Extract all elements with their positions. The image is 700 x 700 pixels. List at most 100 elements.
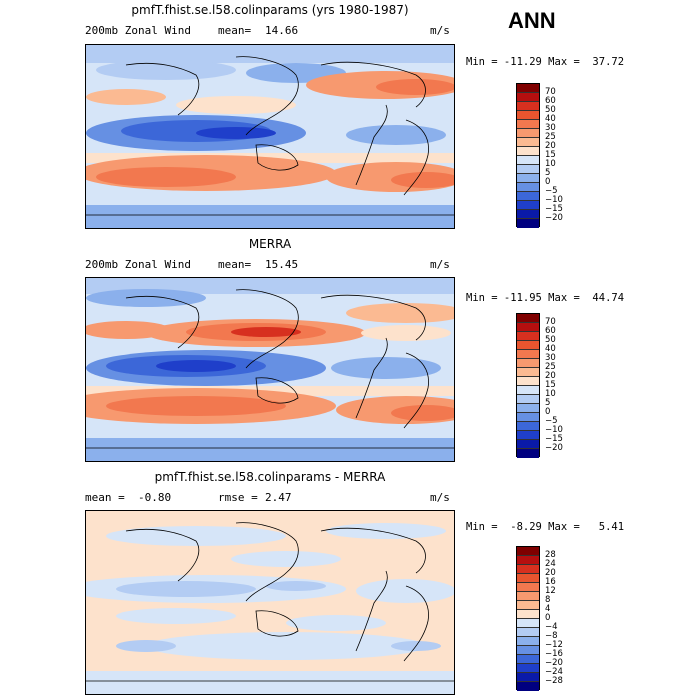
- colorbar-tick-label: 8: [545, 595, 551, 605]
- colorbar-swatch: [517, 637, 539, 646]
- colorbar-tick-label: 12: [545, 586, 556, 596]
- colorbar-tick-label: −28: [545, 676, 563, 686]
- colorbar-tick-label: −5: [545, 186, 558, 196]
- colorbar-swatch: [517, 138, 539, 147]
- colorbar-tick-label: 5: [545, 168, 551, 178]
- colorbar-swatch: [517, 174, 539, 183]
- panel-1-field-label: 200mb Zonal Wind: [85, 24, 191, 37]
- colorbar-swatch: [517, 84, 539, 93]
- colorbar-tick-label: 15: [545, 380, 556, 390]
- panel-2-minmax: Min = -11.95 Max = 44.74: [466, 292, 625, 304]
- colorbar-tick-label: −5: [545, 416, 558, 426]
- panel-3-map: [85, 510, 455, 695]
- colorbar-swatch: [517, 314, 539, 323]
- panel-3-minmax: Min = -8.29 Max = 5.41: [466, 521, 625, 533]
- panel-3-colorbar-labels: 28 24 20 16 12 8 4 0 −4 −8 −12 −16 −20 −24 −28: [545, 546, 585, 690]
- colorbar-swatch: [517, 156, 539, 165]
- panel-2-units: m/s: [430, 258, 450, 271]
- colorbar-swatch: [517, 332, 539, 341]
- colorbar-swatch: [517, 592, 539, 601]
- panel-1-mean-value: 14.66: [265, 24, 299, 37]
- colorbar-swatch: [517, 192, 539, 201]
- colorbar-tick-label: 70: [545, 317, 556, 327]
- panel-1-colorbar-labels: 70 60 50 40 30 25 20 15 10 5 0 −5 −10 −15 −20: [545, 83, 585, 227]
- panel-2-colorbar: [516, 313, 540, 458]
- colorbar-swatch: [517, 341, 539, 350]
- colorbar-swatch: [517, 404, 539, 413]
- panel-2-mean-label: mean=: [218, 258, 252, 271]
- panel-1-map: [85, 44, 455, 229]
- panel-3-contour-field: [86, 511, 454, 694]
- panel-3-rmse-value: 2.47: [265, 491, 292, 504]
- colorbar-swatch: [517, 556, 539, 565]
- colorbar-tick-label: −15: [545, 434, 563, 444]
- season-label: ANN: [508, 8, 556, 33]
- colorbar-tick-label: 25: [545, 132, 556, 142]
- panel-3-mean-label: mean = -0.80: [85, 491, 172, 504]
- colorbar-tick-label: 30: [545, 123, 556, 133]
- colorbar-tick-label: 50: [545, 105, 556, 115]
- colorbar-tick-label: −12: [545, 640, 563, 650]
- colorbar-tick-label: 30: [545, 353, 556, 363]
- panel-2-title: MERRA: [248, 237, 292, 251]
- colorbar-tick-label: 0: [545, 613, 551, 623]
- colorbar-swatch: [517, 395, 539, 404]
- panel-3-rmse-label: rmse =: [218, 491, 258, 504]
- colorbar-tick-label: 15: [545, 150, 556, 160]
- colorbar-tick-label: 20: [545, 568, 556, 578]
- panel-2-field-label: 200mb Zonal Wind: [85, 258, 191, 271]
- colorbar-swatch: [517, 147, 539, 156]
- colorbar-swatch: [517, 210, 539, 219]
- colorbar-tick-label: 60: [545, 326, 556, 336]
- colorbar-swatch: [517, 129, 539, 138]
- panel-1-title: pmfT.fhist.se.l58.colinparams (yrs 1980-…: [131, 3, 409, 17]
- panel-1-contour-field: [86, 45, 454, 228]
- colorbar-swatch: [517, 574, 539, 583]
- colorbar-swatch: [517, 610, 539, 619]
- colorbar-swatch: [517, 646, 539, 655]
- panel-1-colorbar: [516, 83, 540, 228]
- colorbar-swatch: [517, 323, 539, 332]
- panel-2-colorbar-labels: 70 60 50 40 30 25 20 15 10 5 0 −5 −10 −15 −20: [545, 313, 585, 457]
- panel-1-units: m/s: [430, 24, 450, 37]
- colorbar-swatch: [517, 583, 539, 592]
- panel-2-map: [85, 277, 455, 462]
- colorbar-tick-label: −10: [545, 195, 563, 205]
- colorbar-swatch: [517, 664, 539, 673]
- colorbar-swatch: [517, 111, 539, 120]
- panel-1-minmax: Min = -11.29 Max = 37.72: [466, 56, 625, 68]
- panel-3-title: pmfT.fhist.se.l58.colinparams - MERRA: [154, 470, 386, 484]
- panel-3-units: m/s: [430, 491, 450, 504]
- colorbar-tick-label: −20: [545, 443, 563, 453]
- colorbar-tick-label: 20: [545, 141, 556, 151]
- colorbar-tick-label: 28: [545, 550, 556, 560]
- colorbar-tick-label: 10: [545, 389, 556, 399]
- colorbar-tick-label: −20: [545, 213, 563, 223]
- panel-2-contour-field: [86, 278, 454, 461]
- colorbar-swatch: [517, 350, 539, 359]
- colorbar-swatch: [517, 547, 539, 556]
- colorbar-tick-label: −15: [545, 204, 563, 214]
- colorbar-tick-label: 40: [545, 344, 556, 354]
- colorbar-swatch: [517, 655, 539, 664]
- panel-1-mean-label: mean=: [218, 24, 252, 37]
- colorbar-tick-label: 60: [545, 96, 556, 106]
- colorbar-swatch: [517, 386, 539, 395]
- colorbar-swatch: [517, 413, 539, 422]
- colorbar-swatch: [517, 673, 539, 682]
- panel-3-colorbar: [516, 546, 540, 691]
- colorbar-tick-label: 16: [545, 577, 556, 587]
- colorbar-swatch: [517, 440, 539, 449]
- colorbar-tick-label: 0: [545, 177, 551, 187]
- colorbar-swatch: [517, 628, 539, 637]
- colorbar-swatch: [517, 219, 539, 228]
- colorbar-tick-label: 25: [545, 362, 556, 372]
- colorbar-swatch: [517, 422, 539, 431]
- colorbar-tick-label: −16: [545, 649, 563, 659]
- colorbar-swatch: [517, 431, 539, 440]
- colorbar-tick-label: 5: [545, 398, 551, 408]
- colorbar-swatch: [517, 93, 539, 102]
- colorbar-swatch: [517, 201, 539, 210]
- colorbar-tick-label: −4: [545, 622, 558, 632]
- colorbar-tick-label: 24: [545, 559, 556, 569]
